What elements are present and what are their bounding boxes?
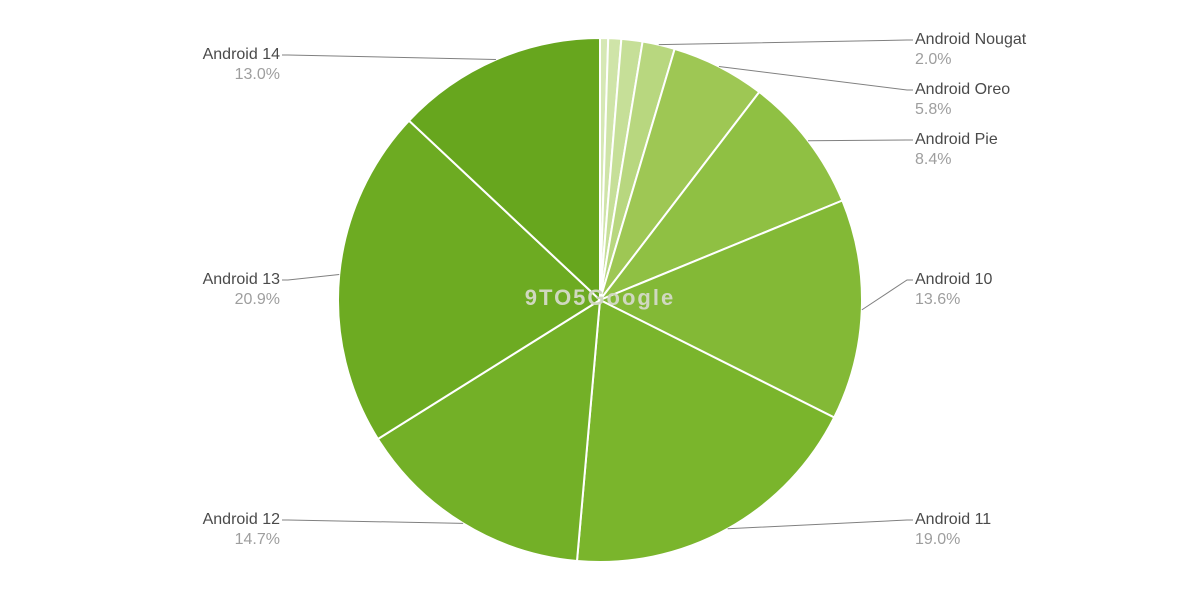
label-pct-android-oreo: 5.8% bbox=[915, 101, 951, 118]
label-pct-android-nougat: 2.0% bbox=[915, 51, 951, 68]
label-name-android-14: Android 14 bbox=[203, 46, 280, 63]
label-name-android-12: Android 12 bbox=[203, 511, 280, 528]
leader-android-pie bbox=[808, 140, 913, 141]
label-pct-android-12: 14.7% bbox=[235, 531, 280, 548]
leader-android-14 bbox=[282, 55, 496, 60]
pie-chart: 9TO5Google Android Nougat 2.0% Android Oreo… bbox=[0, 0, 1200, 600]
label-pct-android-14: 13.0% bbox=[235, 66, 280, 83]
leader-android-12 bbox=[282, 520, 463, 523]
label-name-android-oreo: Android Oreo bbox=[915, 81, 1010, 98]
label-name-android-11: Android 11 bbox=[915, 511, 991, 528]
label-pct-android-11: 19.0% bbox=[915, 531, 960, 548]
label-pct-android-pie: 8.4% bbox=[915, 151, 951, 168]
label-name-android-nougat: Android Nougat bbox=[915, 31, 1027, 48]
label-pct-android-13: 20.9% bbox=[235, 291, 280, 308]
label-pct-android-10: 13.6% bbox=[915, 291, 960, 308]
watermark-text: 9TO5Google bbox=[525, 285, 675, 310]
label-name-android-10: Android 10 bbox=[915, 271, 992, 288]
leader-android-nougat bbox=[659, 40, 913, 45]
label-name-android-13: Android 13 bbox=[203, 271, 280, 288]
leader-android-13 bbox=[282, 275, 339, 280]
leader-android-10 bbox=[862, 280, 913, 310]
label-name-android-pie: Android Pie bbox=[915, 131, 998, 148]
leader-android-11 bbox=[728, 520, 913, 529]
